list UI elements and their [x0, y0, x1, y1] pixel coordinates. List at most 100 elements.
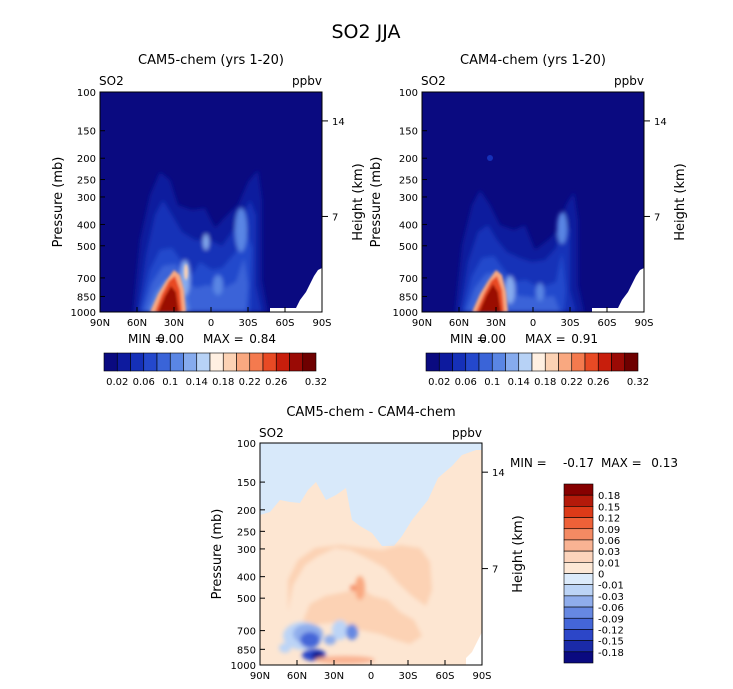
y-right-tick-label: 7 [492, 565, 498, 576]
colorbar-label: -0.12 [598, 625, 624, 636]
contour-level-6 [505, 276, 515, 304]
colorbar-label: 0.26 [265, 377, 287, 388]
x-tick-label: 90S [634, 318, 653, 329]
minmax-line: MIN = 0.00 MAX = 0.84 [128, 332, 276, 346]
colorbar-swatch [571, 352, 586, 372]
positive-level-1 [288, 545, 432, 612]
positive-surface [315, 656, 375, 664]
x-tick-label: 30N [164, 318, 184, 329]
colorbar: 0.02 0.06 0.1 0.14 0.18 0.22 0.26 0.32 [425, 352, 649, 388]
colorbar-label: 0.32 [305, 377, 327, 388]
colorbar-label: -0.09 [598, 614, 624, 625]
y-right-tick-label: 7 [332, 212, 338, 223]
colorbar-label: -0.06 [598, 603, 624, 614]
colorbar-swatch [505, 352, 520, 372]
colorbar-label: -0.18 [598, 648, 624, 659]
y-tick-label: 300 [77, 193, 96, 204]
colorbar-label: 0.02 [106, 377, 128, 388]
y-tick-label: 100 [399, 88, 418, 99]
colorbar-swatch [531, 352, 546, 372]
panel-diff: CAM5-chem - CAM4-chem SO2 ppbv [210, 405, 678, 682]
y-tick-label: 200 [237, 506, 256, 517]
y-tick-label: 100 [77, 88, 96, 99]
x-tick-label: 90N [412, 318, 432, 329]
colorbar-label: 0.18 [598, 491, 620, 502]
x-tick-label: 60S [275, 318, 294, 329]
colorbar-swatch [563, 528, 594, 541]
colorbar-swatch [563, 595, 594, 608]
colorbar-swatch [169, 352, 184, 372]
plume-core [150, 264, 188, 312]
max-label: MAX = [203, 332, 244, 346]
plot-area [100, 92, 322, 312]
negative-level-2c [324, 635, 336, 645]
min-value: 0.00 [157, 332, 184, 346]
min-label: MIN = [510, 456, 547, 470]
colorbar-swatch [183, 352, 198, 372]
colorbar-swatch [130, 352, 145, 372]
colorbar-swatch [563, 640, 594, 653]
x-tick-label: 90S [312, 318, 331, 329]
x-tick-label: 0 [530, 318, 536, 329]
colorbar-label: 0.18 [534, 377, 556, 388]
y-tick-label: 400 [399, 220, 418, 231]
colorbar-label: 0.06 [455, 377, 477, 388]
x-tick-label: 60N [449, 318, 469, 329]
colorbar-label: 0.06 [133, 377, 155, 388]
units-label: ppbv [292, 74, 322, 88]
max-value: 0.84 [249, 332, 276, 346]
y-tick-label: 250 [399, 176, 418, 187]
y-tick-label: 850 [237, 645, 256, 656]
axis-ticks: 100 150 200 250 300 400 500 700 850 1000 14 7 90N 60N… [393, 88, 667, 329]
y-tick-label: 100 [237, 439, 256, 450]
contour-level-5c [213, 275, 223, 295]
panel-title: CAM5-chem - CAM4-chem [286, 405, 455, 420]
positive-level-2 [355, 576, 365, 600]
colorbar-label: 0.06 [598, 536, 620, 547]
colorbar-swatch [624, 352, 639, 372]
x-tick-label: 90N [90, 318, 110, 329]
colorbar-label: -0.01 [598, 581, 624, 592]
y-right-tick-label: 14 [492, 468, 505, 479]
terrain-mask [592, 268, 644, 312]
x-tick-label: 60N [127, 318, 147, 329]
y-axis-label-right: Height (km) [511, 515, 526, 592]
colorbar-swatch [196, 352, 211, 372]
colorbar-label: 0.26 [587, 377, 609, 388]
x-tick-label: 90N [250, 671, 270, 682]
negative-level-3 [300, 632, 320, 648]
colorbar-label: -0.03 [598, 592, 624, 603]
colorbar-swatch [249, 352, 264, 372]
colorbar-label: 0.14 [186, 377, 208, 388]
y-tick-label: 500 [399, 242, 418, 253]
y-axis-label: Pressure (mb) [369, 157, 384, 248]
terrain-mask [466, 632, 482, 665]
contour-level-5b [235, 208, 247, 252]
y-tick-label: 850 [77, 292, 96, 303]
y-tick-label: 850 [399, 292, 418, 303]
x-tick-label: 60S [597, 318, 616, 329]
negative-level-1b [332, 620, 348, 640]
plume-spike [184, 264, 188, 280]
colorbar-swatch [584, 352, 599, 372]
colorbar-swatch [222, 352, 237, 372]
colorbar-swatch [116, 352, 131, 372]
y-tick-label: 400 [237, 573, 256, 584]
y-tick-label: 700 [237, 627, 256, 638]
colorbar-swatch [563, 539, 594, 552]
colorbar-swatch [597, 352, 612, 372]
plume-level-3 [158, 286, 179, 312]
colorbar-swatch [425, 352, 440, 372]
colorbar-swatch [563, 506, 594, 518]
colorbar-swatch [563, 617, 594, 630]
colorbar-swatch [563, 629, 594, 641]
positive-level-3 [350, 585, 356, 591]
panel-cam5: CAM5-chem (yrs 1-20) SO2 ppbv [51, 53, 366, 388]
y-tick-label: 150 [77, 127, 96, 138]
min-value: 0.00 [479, 332, 506, 346]
colorbar-swatch [478, 352, 493, 372]
y-tick-label: 400 [77, 220, 96, 231]
x-tick-label: 60N [287, 671, 307, 682]
colorbar-swatch [558, 352, 573, 372]
